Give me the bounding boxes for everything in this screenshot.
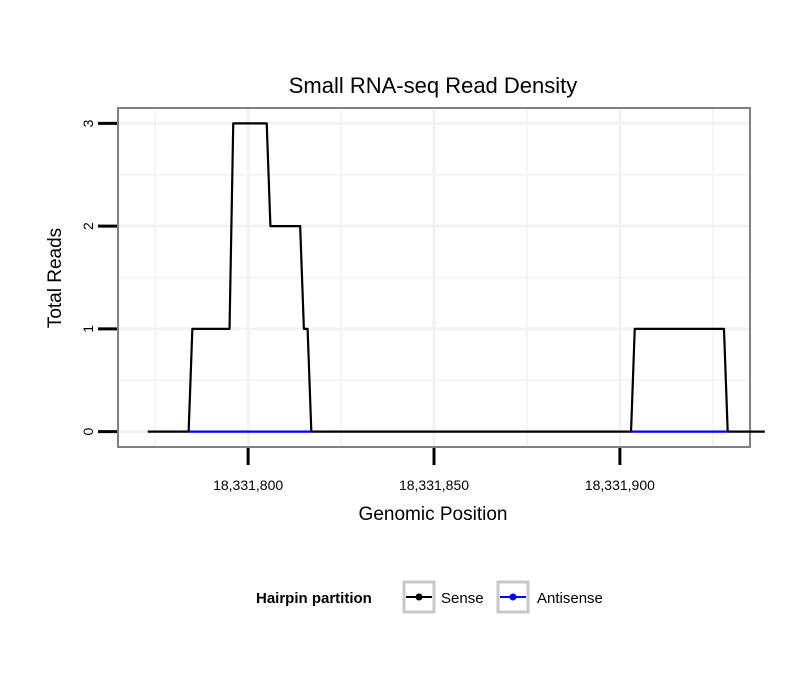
y-tick-label: 0 xyxy=(80,427,96,435)
x-axis: 18,331,800 18,331,850 18,331,900 xyxy=(213,448,655,493)
series-layer xyxy=(147,122,765,433)
x-tick-label: 18,331,900 xyxy=(585,477,655,493)
legend: Hairpin partition Sense Antisense xyxy=(256,580,603,614)
y-tick-label: 1 xyxy=(80,325,96,333)
series-line-sense xyxy=(147,122,765,433)
grid xyxy=(118,108,750,447)
legend-label-antisense: Antisense xyxy=(537,590,603,607)
legend-item-antisense[interactable]: Antisense xyxy=(496,580,603,614)
plot-panel xyxy=(117,107,751,448)
legend-dot-sense xyxy=(415,593,423,601)
y-tick-label: 3 xyxy=(80,119,96,127)
y-tick-label: 2 xyxy=(80,222,96,230)
legend-label-sense: Sense xyxy=(441,590,484,607)
legend-item-sense[interactable]: Sense xyxy=(402,580,484,614)
chart-title: Small RNA-seq Read Density xyxy=(289,73,578,98)
y-axis-title: Total Reads xyxy=(45,228,66,328)
x-tick-label: 18,331,800 xyxy=(213,477,283,493)
legend-dot-antisense xyxy=(509,593,517,601)
x-tick-label: 18,331,850 xyxy=(399,477,469,493)
legend-title: Hairpin partition xyxy=(256,590,372,607)
y-axis: 0 1 2 3 xyxy=(80,119,117,435)
x-axis-title: Genomic Position xyxy=(359,504,508,525)
